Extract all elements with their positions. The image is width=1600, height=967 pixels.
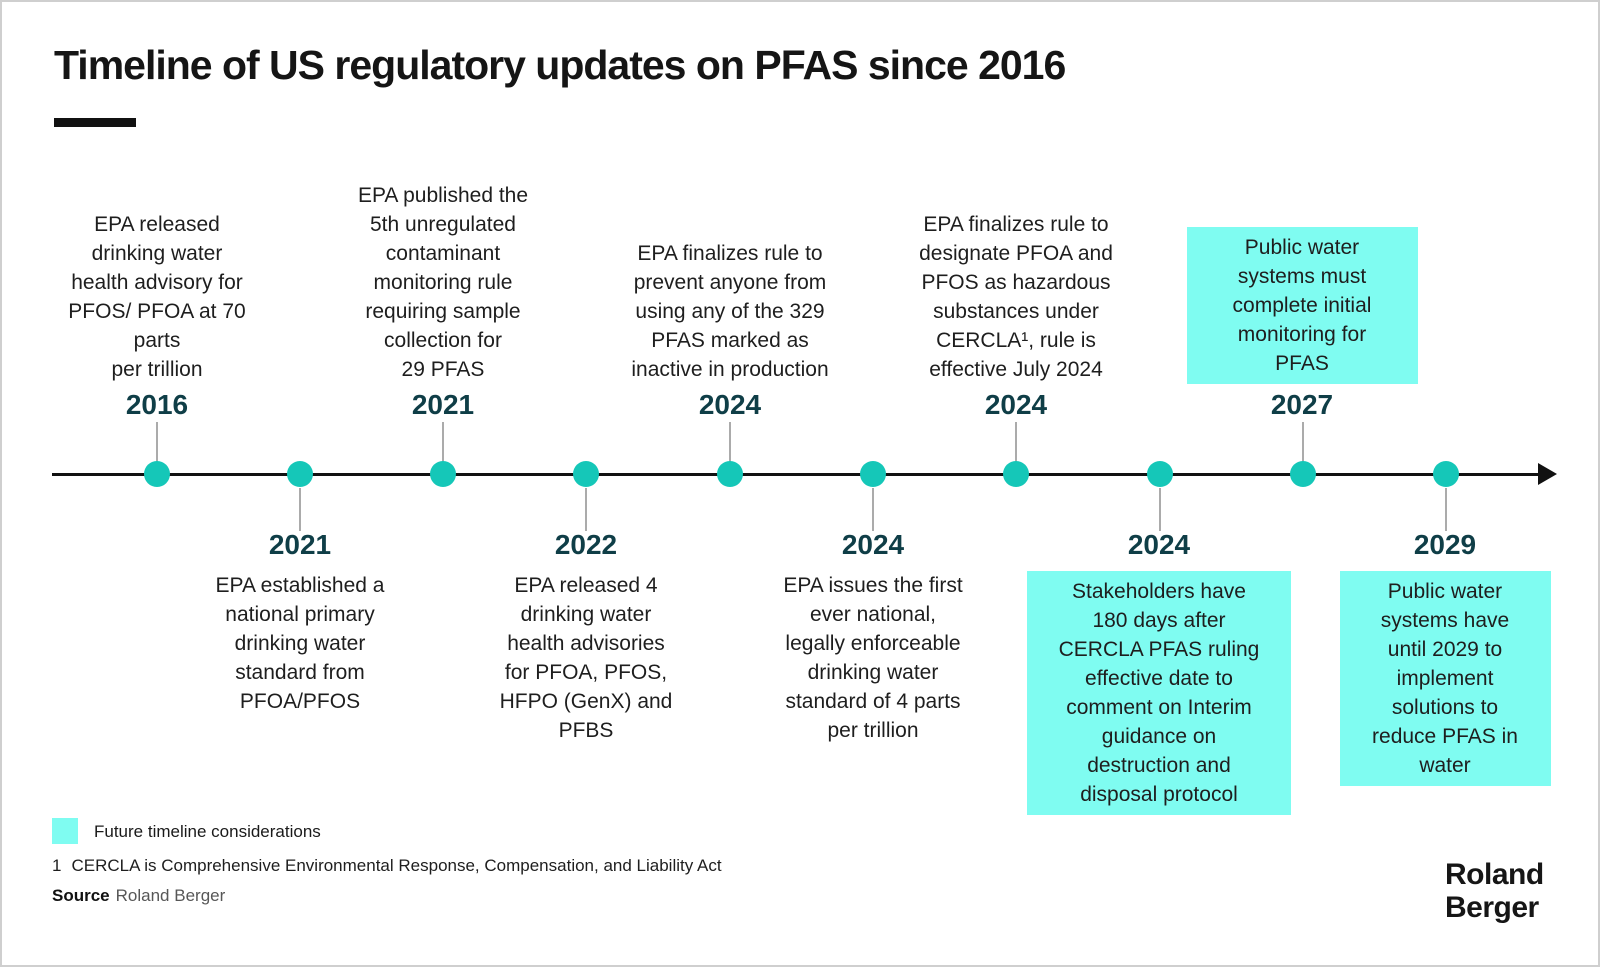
event-year: 2024 [841, 529, 905, 560]
timeline-event: 2024 EPA issues the first ever national,… [723, 530, 1023, 745]
timeline-event-highlighted: 2029 Public water systems have until 202… [1295, 530, 1595, 786]
event-year: 2021 [411, 389, 475, 420]
timeline-event-highlighted: 2024 Stakeholders have 180 days after CE… [1009, 530, 1309, 815]
event-year: 2024 [984, 389, 1048, 420]
event-year: 2027 [1270, 389, 1334, 420]
legend-swatch [52, 818, 78, 844]
event-text-highlight-box: Public water systems must complete initi… [1186, 227, 1418, 384]
timeline-dot [144, 461, 170, 487]
source-label: Source [52, 886, 110, 905]
timeline-dot [1290, 461, 1316, 487]
event-year: 2024 [698, 389, 762, 420]
timeline-event: EPA published the 5th unregulated contam… [293, 147, 593, 420]
event-text-highlight-box: Stakeholders have 180 days after CERCLA … [1027, 571, 1291, 815]
event-text: EPA finalizes rule to prevent anyone fro… [631, 242, 829, 381]
event-text: EPA issues the first ever national, lega… [783, 574, 963, 742]
footnote-marker: 1 [52, 856, 62, 875]
footnote: 1 CERCLA is Comprehensive Environmental R… [52, 856, 722, 876]
connector-line [442, 422, 444, 462]
event-year: 2022 [554, 529, 618, 560]
connector-line [299, 488, 301, 531]
timeline-dot [430, 461, 456, 487]
logo-line-2: Berger [1445, 891, 1539, 924]
timeline-dot [1003, 461, 1029, 487]
timeline-axis [52, 473, 1540, 476]
timeline-dot [717, 461, 743, 487]
timeline-dot [287, 461, 313, 487]
title-underline-bar [54, 118, 136, 127]
connector-line [156, 422, 158, 462]
event-year: 2024 [1127, 529, 1191, 560]
timeline-dot [1433, 461, 1459, 487]
event-year: 2029 [1413, 529, 1477, 560]
legend-label: Future timeline considerations [94, 822, 321, 841]
event-text-highlight-box: Public water systems have until 2029 to … [1339, 571, 1551, 786]
timeline-event: 2022 EPA released 4 drinking water healt… [436, 530, 736, 745]
timeline-event-highlighted: Public water systems must complete initi… [1152, 147, 1452, 420]
connector-line [872, 488, 874, 531]
timeline-dot [860, 461, 886, 487]
timeline-arrowhead-icon [1538, 463, 1557, 485]
roland-berger-logo: Roland Berger [1445, 858, 1544, 924]
connector-line [1015, 422, 1017, 462]
connector-line [585, 488, 587, 531]
event-text: EPA released 4 drinking water health adv… [499, 574, 673, 742]
event-text: EPA published the 5th unregulated contam… [357, 184, 529, 381]
timeline-event: EPA released drinking water health advis… [7, 147, 307, 420]
timeline-event: EPA finalizes rule to prevent anyone fro… [580, 147, 880, 420]
connector-line [1159, 488, 1161, 531]
event-text: EPA established a national primary drink… [215, 574, 385, 713]
connector-line [1445, 488, 1447, 531]
connector-line [729, 422, 731, 462]
event-text: EPA finalizes rule to designate PFOA and… [919, 213, 1113, 381]
timeline-dot [1147, 461, 1173, 487]
event-text: EPA released drinking water health advis… [68, 213, 246, 381]
timeline-dot [573, 461, 599, 487]
logo-line-1: Roland [1445, 858, 1544, 891]
connector-line [1302, 422, 1304, 462]
event-year: 2016 [125, 389, 189, 420]
footnote-text: CERCLA is Comprehensive Environmental Re… [71, 856, 722, 875]
source-line: Source Roland Berger [52, 886, 225, 906]
event-year: 2021 [268, 529, 332, 560]
timeline-event: 2021 EPA established a national primary … [150, 530, 450, 716]
source-value: Roland Berger [115, 886, 226, 905]
timeline-event: EPA finalizes rule to designate PFOA and… [866, 147, 1166, 420]
page-title: Timeline of US regulatory updates on PFA… [54, 42, 1066, 88]
